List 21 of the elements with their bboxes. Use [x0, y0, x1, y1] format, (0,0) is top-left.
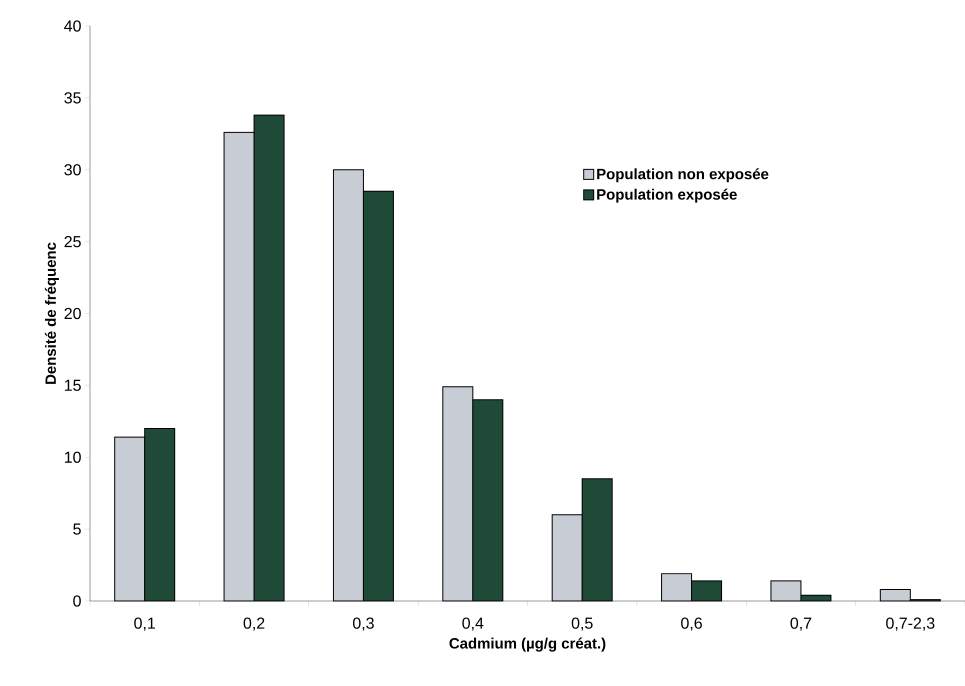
y-tick-label: 20 — [64, 308, 81, 320]
y-tick-label: 5 — [73, 524, 81, 535]
legend-label: Population non exposée — [597, 168, 768, 182]
y-tick-label: 40 — [64, 20, 81, 32]
x-tick-label: 0,6 — [681, 618, 702, 631]
y-tick-label: 10 — [64, 452, 81, 463]
y-tick-label: 30 — [64, 164, 81, 176]
x-tick-label: 0,5 — [572, 618, 593, 631]
legend-label: Population exposée — [597, 188, 737, 203]
x-axis-title: Cadmium (µg/g créat.) — [449, 638, 606, 652]
x-tick-label: 0,7-2,3 — [886, 618, 934, 631]
x-tick-label: 0,4 — [462, 618, 484, 631]
x-tick-label: 0,7 — [790, 618, 812, 631]
x-tick-label: 0,3 — [352, 618, 374, 631]
y-tick-label: 25 — [64, 236, 81, 248]
y-tick-label: 0 — [73, 595, 81, 607]
y-axis-title: Densité de fréquenc — [44, 242, 59, 384]
x-tick-label: 0,2 — [244, 618, 264, 631]
y-tick-label: 35 — [64, 92, 81, 104]
x-tick-label: 0,1 — [134, 618, 155, 631]
y-tick-label: 15 — [64, 380, 81, 391]
